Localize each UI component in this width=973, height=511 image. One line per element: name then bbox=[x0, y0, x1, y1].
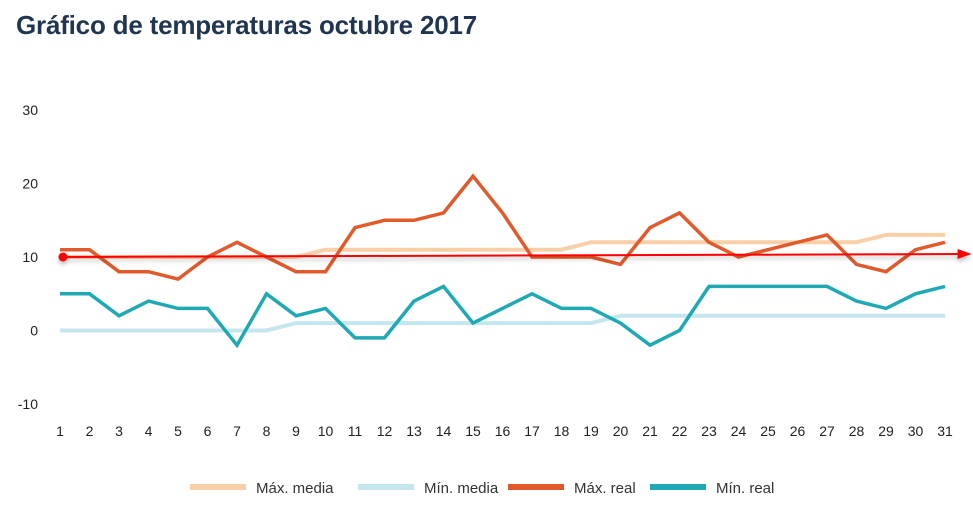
legend-swatch bbox=[508, 484, 564, 490]
arrow-line bbox=[62, 253, 960, 258]
series-line-min-media bbox=[60, 313, 945, 333]
x-tick-label: 22 bbox=[672, 423, 688, 439]
x-tick-label: 4 bbox=[145, 423, 153, 439]
x-tick-label: 25 bbox=[760, 423, 776, 439]
x-tick-label: 18 bbox=[554, 423, 570, 439]
x-tick-label: 28 bbox=[849, 423, 865, 439]
legend-swatch bbox=[358, 484, 414, 490]
x-tick-label: 26 bbox=[790, 423, 806, 439]
legend-label: Mín. real bbox=[716, 480, 774, 497]
x-axis: 1 2 3 4 5 6 7 8 9 10 11 12 13 14 15 16 17 18 19 20 21 22 23 24 2… bbox=[56, 423, 953, 439]
legend-item: Máx. media bbox=[190, 480, 334, 497]
arrow-annotation bbox=[58, 249, 972, 262]
legend: Máx. media Mín. media Máx. real Mín. real bbox=[190, 480, 774, 497]
trend-arrow-annotation bbox=[58, 249, 972, 262]
y-tick-label: 0 bbox=[30, 323, 38, 339]
x-tick-label: 5 bbox=[174, 423, 182, 439]
legend-label: Mín. media bbox=[424, 480, 499, 497]
x-tick-label: 9 bbox=[292, 423, 300, 439]
legend-swatch bbox=[650, 484, 706, 490]
x-tick-label: 1 bbox=[56, 423, 64, 439]
series-lines bbox=[60, 173, 946, 349]
x-tick-label: 21 bbox=[642, 423, 658, 439]
series-line-max-real bbox=[60, 173, 946, 282]
x-tick-label: 8 bbox=[263, 423, 271, 439]
x-tick-label: 27 bbox=[819, 423, 835, 439]
x-tick-label: 30 bbox=[908, 423, 924, 439]
y-tick-label: 20 bbox=[22, 176, 38, 192]
x-tick-label: 24 bbox=[731, 423, 747, 439]
x-tick-label: 19 bbox=[583, 423, 599, 439]
y-axis: 30 20 10 0 -10 bbox=[18, 102, 38, 412]
x-tick-label: 15 bbox=[465, 423, 481, 439]
chart-title: Gráfico de temperaturas octubre 2017 bbox=[16, 10, 477, 40]
legend-item: Máx. real bbox=[508, 480, 636, 497]
legend-label: Máx. real bbox=[574, 480, 636, 497]
x-tick-label: 13 bbox=[406, 423, 422, 439]
legend-label: Máx. media bbox=[256, 480, 334, 497]
legend-swatch bbox=[190, 484, 246, 490]
x-tick-label: 20 bbox=[613, 423, 629, 439]
legend-item: Mín. real bbox=[650, 480, 774, 497]
y-tick-label: 30 bbox=[22, 102, 38, 118]
x-tick-label: 11 bbox=[348, 423, 363, 439]
y-tick-label: -10 bbox=[18, 396, 38, 412]
series-line-min-real bbox=[60, 284, 946, 349]
arrow-start-dot bbox=[58, 252, 68, 262]
x-tick-label: 31 bbox=[937, 423, 953, 439]
x-tick-label: 16 bbox=[495, 423, 511, 439]
x-tick-label: 14 bbox=[436, 423, 452, 439]
x-tick-label: 3 bbox=[115, 423, 123, 439]
legend-item: Mín. media bbox=[358, 480, 499, 497]
arrowhead bbox=[957, 249, 972, 260]
y-tick-label: 10 bbox=[22, 249, 38, 265]
x-tick-label: 2 bbox=[86, 423, 94, 439]
x-tick-label: 6 bbox=[204, 423, 212, 439]
x-tick-label: 12 bbox=[377, 423, 393, 439]
x-tick-label: 10 bbox=[318, 423, 334, 439]
x-tick-label: 23 bbox=[701, 423, 717, 439]
x-tick-label: 17 bbox=[524, 423, 540, 439]
x-tick-label: 29 bbox=[878, 423, 894, 439]
x-tick-label: 7 bbox=[233, 423, 241, 439]
